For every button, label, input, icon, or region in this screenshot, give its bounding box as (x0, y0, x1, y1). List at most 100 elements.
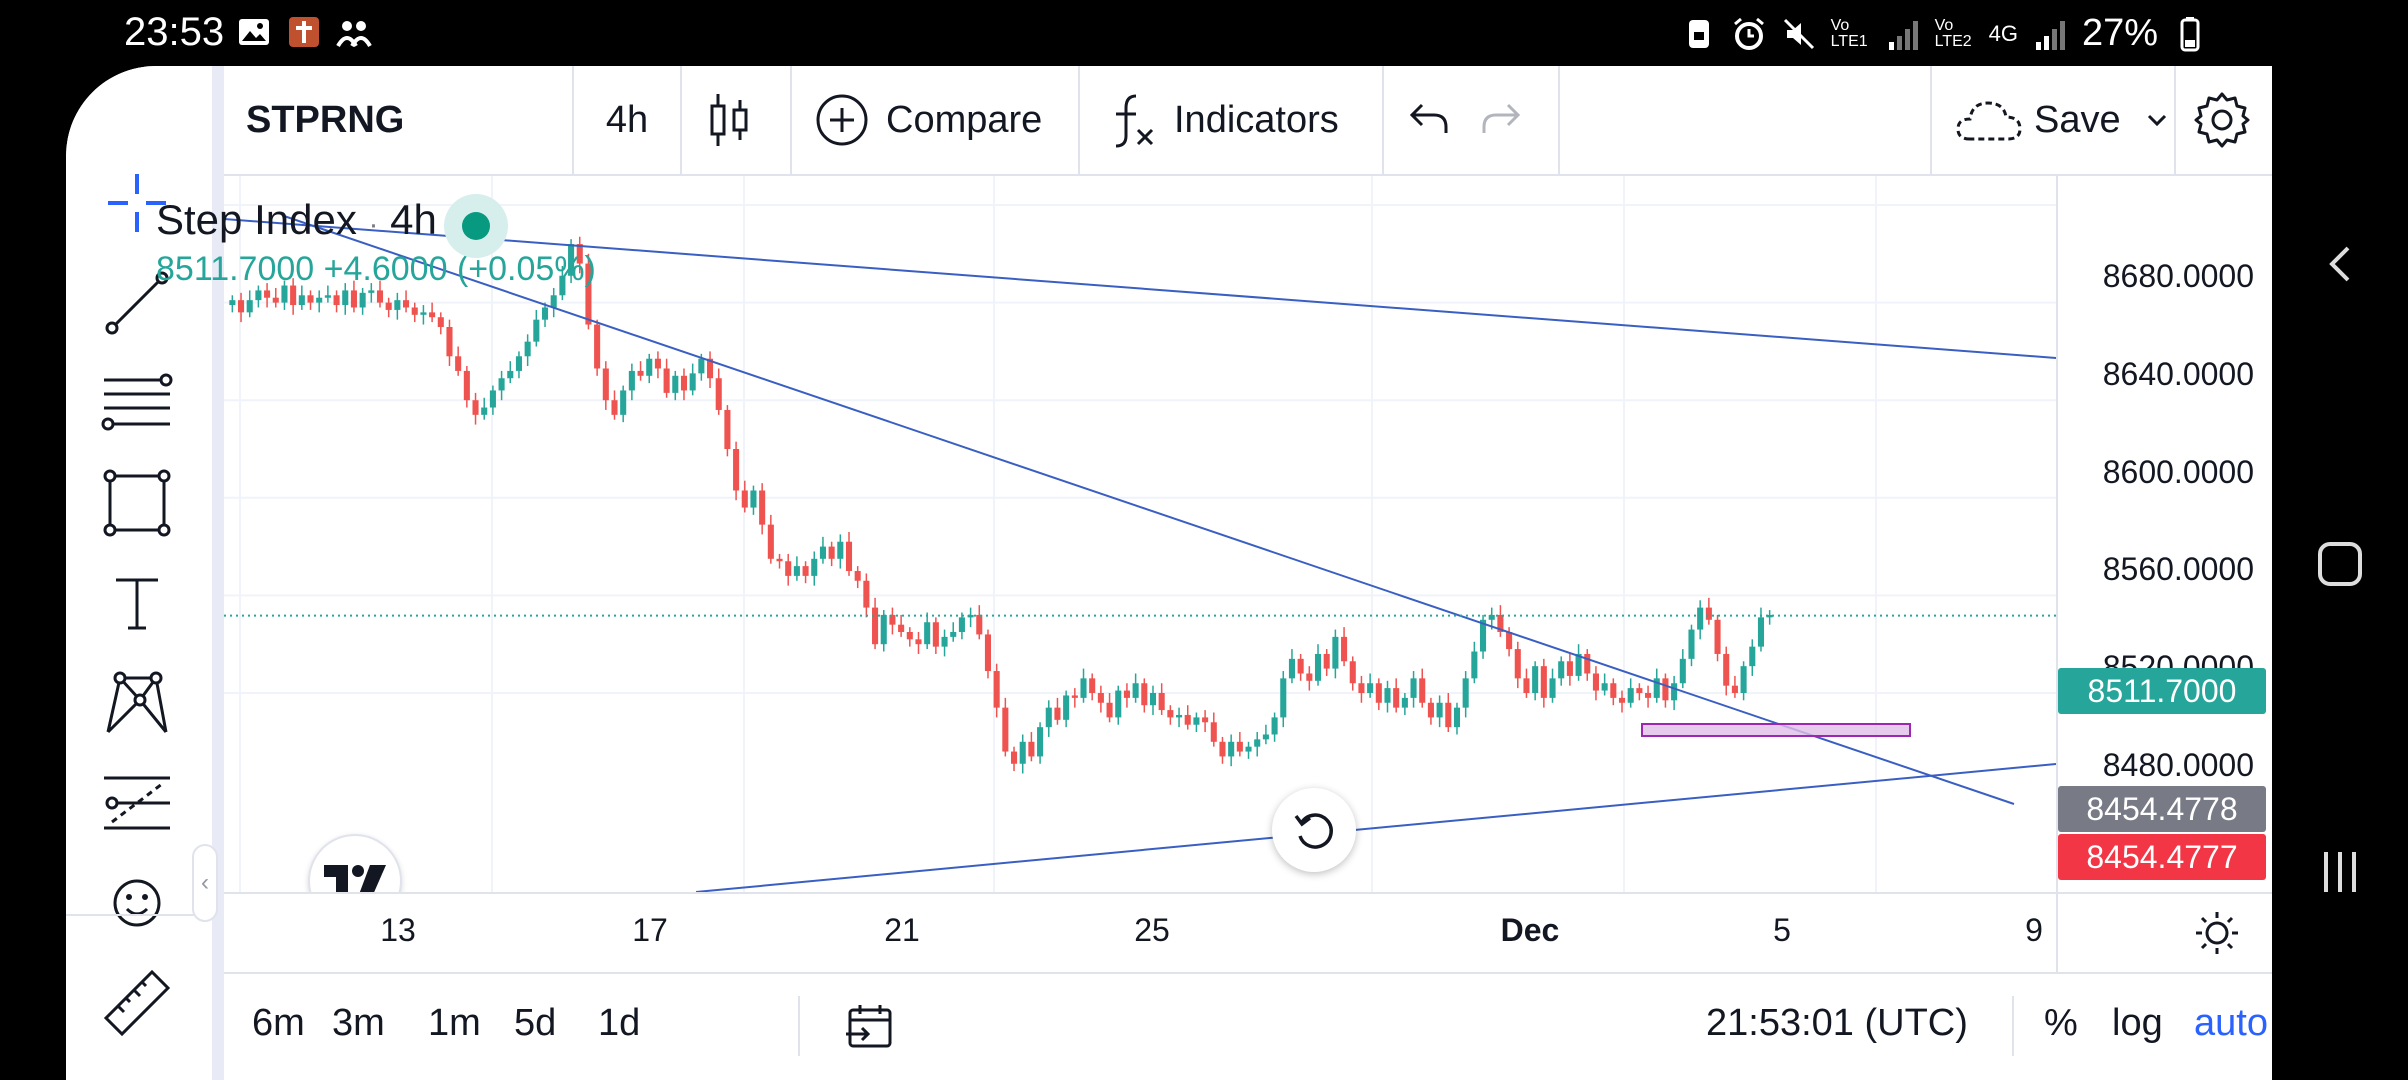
range-3m-button[interactable]: 3m (332, 1002, 385, 1044)
clock-timezone-button[interactable]: 21:53:01 (UTC) (1706, 1002, 1968, 1044)
candle-body (1766, 614, 1773, 618)
fib-retracement-icon (101, 373, 173, 431)
price-tick: 8600.0000 (2102, 454, 2254, 490)
fib-tool[interactable] (100, 366, 174, 440)
candle-body (611, 400, 618, 415)
market-status-indicator[interactable] (444, 194, 508, 258)
candle-body (1453, 707, 1461, 728)
prediction-tool[interactable] (100, 766, 174, 840)
crosshair-icon (108, 174, 166, 232)
candle-body (1714, 619, 1721, 654)
candle-body (1228, 741, 1235, 757)
candle-body (1393, 688, 1400, 708)
candle-body (976, 614, 983, 635)
crosshair-tool[interactable] (100, 166, 174, 240)
redo-button[interactable] (1478, 66, 1524, 174)
time-tick: 25 (1134, 912, 1170, 948)
compare-button[interactable]: Compare (814, 66, 1042, 174)
chevron-left-icon: ‹ (201, 869, 209, 896)
battery-icon (2180, 16, 2200, 51)
chart-pane[interactable] (224, 176, 2056, 892)
chart-theme-button[interactable] (2194, 910, 2240, 961)
price-chart[interactable] (224, 176, 2056, 892)
candle-body (1245, 746, 1252, 752)
series-legend: Step Index · 4h 8511.7000 +4.6000 (+0.05… (156, 196, 596, 289)
reset-chart-button[interactable] (1272, 788, 1356, 872)
text-tool[interactable] (100, 566, 174, 640)
range-1m-button[interactable]: 1m (428, 1002, 481, 1044)
candle-body (272, 297, 279, 303)
candle-body (550, 295, 557, 308)
interval-button[interactable]: 4h (574, 66, 680, 174)
undo-icon (1409, 103, 1448, 133)
candle-body (1566, 661, 1573, 676)
candle-body (1558, 661, 1565, 679)
go-to-date-button[interactable] (844, 1002, 896, 1057)
candle-body (1332, 636, 1339, 669)
candle-body (672, 375, 679, 393)
time-scale[interactable]: 13 17 21 25 Dec 5 9 (224, 892, 2272, 972)
separator (1382, 66, 1384, 174)
redo-icon (1482, 103, 1521, 133)
auto-scale-button[interactable]: auto (2194, 1002, 2268, 1044)
reset-icon (1294, 813, 1333, 849)
candle-body (541, 307, 549, 320)
trend-line-tool[interactable] (100, 266, 174, 340)
candle-body (654, 358, 661, 369)
home-button[interactable] (2304, 528, 2376, 600)
legend-change: +4.6000 (323, 250, 448, 288)
range-5d-button[interactable]: 5d (514, 1002, 557, 1044)
candle-body (472, 400, 479, 415)
separator (2012, 996, 2014, 1056)
signal-icon-2 (2035, 20, 2065, 50)
last-price-label: 8511.7000 (2058, 668, 2266, 714)
calendar-arrow-icon (846, 1005, 892, 1048)
range-1d-button[interactable]: 1d (598, 1002, 641, 1044)
candle-body (1280, 678, 1287, 718)
log-scale-button[interactable]: log (2112, 1002, 2163, 1044)
legend-interval: 4h (390, 196, 437, 243)
indicators-label: Indicators (1174, 98, 1339, 141)
candle-body (429, 312, 436, 318)
candle-body (1358, 683, 1365, 693)
interval-label: 4h (605, 98, 649, 141)
chart-type-button[interactable] (682, 66, 778, 174)
bid-price-label: 8454.4777 (2058, 834, 2266, 880)
candle-body (307, 295, 314, 303)
measure-tool[interactable] (100, 966, 174, 1040)
price-scale[interactable]: 8680.0000 8640.0000 8600.0000 8560.0000 … (2056, 176, 2272, 892)
candle-body (1063, 695, 1070, 720)
patterns-tool[interactable] (100, 666, 174, 740)
candle-body (793, 566, 800, 576)
bottom-toolbar: 6m 3m 1m 5d 1d 21:53:01 (UTC) % log auto (224, 972, 2272, 1080)
back-button[interactable] (2304, 228, 2376, 300)
candle-body (767, 524, 774, 559)
candle-body (1419, 678, 1426, 703)
save-button[interactable]: Save (1954, 66, 2171, 174)
recents-button[interactable] (2304, 836, 2376, 908)
percent-scale-button[interactable]: % (2044, 1002, 2078, 1044)
candle-body (1445, 702, 1452, 728)
candle-body (1506, 632, 1513, 650)
range-6m-button[interactable]: 6m (252, 1002, 305, 1044)
sim2-label: Vo LTE2 (1934, 16, 1972, 50)
text-icon (116, 578, 158, 630)
symbol-search-button[interactable]: STPRNG (224, 66, 404, 174)
candle-body (1219, 741, 1226, 757)
cloud-icon (1956, 101, 2022, 141)
candle-body (481, 407, 488, 415)
collapse-toolbar-button[interactable]: ‹ (192, 844, 218, 922)
ask-price-value: 8454.4778 (2086, 790, 2238, 827)
legend-dot-separator: · (368, 208, 379, 241)
candle-body (446, 327, 453, 357)
indicators-button[interactable]: Indicators (1110, 66, 1339, 174)
gallery-icon (239, 19, 269, 45)
candle-body (1540, 666, 1547, 698)
emoji-tool[interactable] (100, 866, 174, 940)
shapes-tool[interactable] (100, 466, 174, 540)
candle-body (1019, 741, 1026, 764)
settings-button[interactable] (2192, 66, 2252, 174)
undo-button[interactable] (1406, 66, 1452, 174)
candle-body (715, 378, 722, 410)
separator (1078, 66, 1080, 174)
